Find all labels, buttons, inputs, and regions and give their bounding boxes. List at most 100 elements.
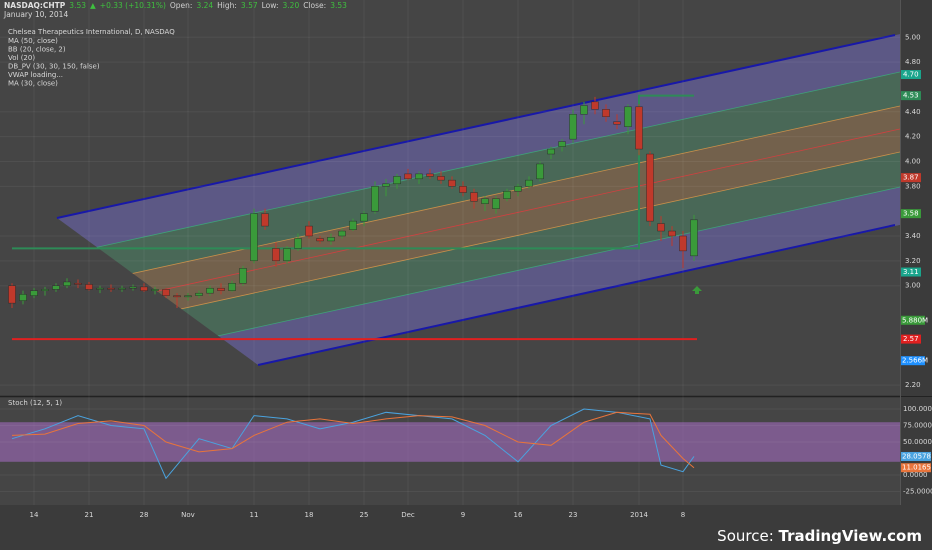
indicator-label: MA (30, close): [8, 80, 58, 88]
x-tick-label: 9: [461, 511, 465, 519]
candle-body: [162, 289, 170, 296]
volume-badge-label: 2.566M: [902, 357, 928, 365]
candle-body: [404, 173, 412, 180]
indicator-label: Vol (20): [8, 54, 35, 62]
quote-item: +0.33 (+10.31%): [100, 1, 166, 10]
candle-body: [151, 289, 159, 291]
y-tick-label: 100.0000: [903, 405, 932, 413]
volume-badge-label: 5.880M: [902, 316, 928, 324]
price-badge-label: 4.70: [903, 71, 919, 79]
candle-body: [107, 287, 115, 290]
volume-badge: [901, 356, 925, 366]
quote-item: 3.53: [330, 1, 347, 10]
candle-body: [525, 179, 533, 187]
candle-body: [690, 219, 698, 257]
candle-body: [327, 237, 335, 242]
price-badge: [901, 91, 921, 101]
candle-body: [415, 173, 423, 180]
x-tick-label: 2014: [630, 511, 648, 519]
quote-date: January 10, 2014: [3, 10, 68, 19]
quote-item: NASDAQ:CHTP: [4, 1, 66, 10]
signal-arrow: [692, 286, 702, 294]
candle-body: [459, 186, 467, 193]
indicator-label: VWAP loading...: [8, 71, 63, 79]
quote-item: Open:: [170, 1, 193, 10]
price-badge: [901, 70, 921, 80]
quote-item: 3.24: [196, 1, 213, 10]
candle-body: [250, 213, 258, 262]
candle-body: [668, 230, 676, 237]
y-tick-label: 3.80: [905, 182, 921, 190]
y-tick-label: 3.40: [905, 232, 921, 240]
candle-body: [195, 292, 203, 296]
candle-body: [481, 198, 489, 204]
channel-band: [57, 187, 900, 365]
quote-line: NASDAQ:CHTP 3.53 ▲ +0.33 (+10.31%) Open: 3.24…: [4, 1, 347, 10]
y-tick-label: 50.0000: [903, 438, 932, 446]
candle-body: [371, 186, 379, 212]
candle-body: [228, 283, 236, 291]
price-badge-label: 2.57: [903, 335, 919, 343]
y-tick-label: 4.00: [905, 157, 921, 165]
candle-body: [74, 283, 82, 285]
candle-body: [580, 105, 588, 115]
x-tick-label: Dec: [401, 511, 415, 519]
x-tick-label: 25: [360, 511, 369, 519]
candle-body: [547, 148, 555, 155]
candle-body: [514, 186, 522, 192]
candle-body: [294, 238, 302, 249]
candle-body: [492, 198, 500, 209]
stoch-badge: [901, 451, 931, 461]
quote-item: Low:: [262, 1, 279, 10]
stoch-badge-label: 11.0165: [902, 464, 931, 472]
candle-body: [239, 268, 247, 284]
x-tick-label: Nov: [181, 511, 195, 519]
candle-body: [536, 163, 544, 180]
volume-badge: [901, 315, 925, 325]
candle-body: [591, 101, 599, 110]
price-badge-label: 3.11: [903, 268, 919, 276]
x-tick-label: 11: [250, 511, 259, 519]
candle-body: [657, 223, 665, 232]
stoch-badge-label: 28.0578: [902, 452, 931, 460]
channel-bottom: [257, 224, 896, 366]
candle-body: [283, 248, 291, 262]
chart-title: Chelsea Therapeutics International, D, N…: [8, 28, 175, 36]
quote-item: 3.53: [69, 1, 86, 10]
candle-body: [646, 153, 654, 222]
candle-body: [602, 109, 610, 117]
stoch-line: [11, 408, 695, 480]
candle-body: [316, 238, 324, 242]
x-tick-label: 18: [305, 511, 314, 519]
x-tick-label: 28: [140, 511, 149, 519]
indicator-label: DB_PV (30, 30, 150, false): [8, 63, 100, 71]
quote-item: ▲: [90, 1, 96, 10]
quote-item: 3.57: [241, 1, 258, 10]
source-site: TradingView.com: [779, 527, 922, 545]
y-tick-label: 5.00: [905, 33, 921, 41]
marks: [8, 70, 931, 480]
price-badge: [901, 173, 921, 183]
indicator-label: MA (50, close): [8, 37, 58, 45]
candle-body: [426, 173, 434, 177]
candle-body: [184, 295, 192, 298]
candle-body: [338, 230, 346, 237]
candle-body: [569, 114, 577, 140]
candle-body: [19, 294, 27, 301]
channel-top: [56, 34, 896, 219]
channel-band: [57, 34, 900, 256]
candle-body: [635, 106, 643, 150]
quote-item: 3.20: [283, 1, 300, 10]
candle-body: [41, 289, 49, 291]
price-badge: [901, 209, 921, 219]
y-tick-label: 4.20: [905, 133, 921, 141]
candle-body: [96, 287, 104, 290]
candle-body: [8, 285, 16, 304]
candle-body: [679, 235, 687, 252]
x-tick-label: 23: [569, 511, 578, 519]
channel-band: [57, 152, 900, 365]
candle-body: [140, 286, 148, 291]
candle-body: [305, 225, 313, 237]
